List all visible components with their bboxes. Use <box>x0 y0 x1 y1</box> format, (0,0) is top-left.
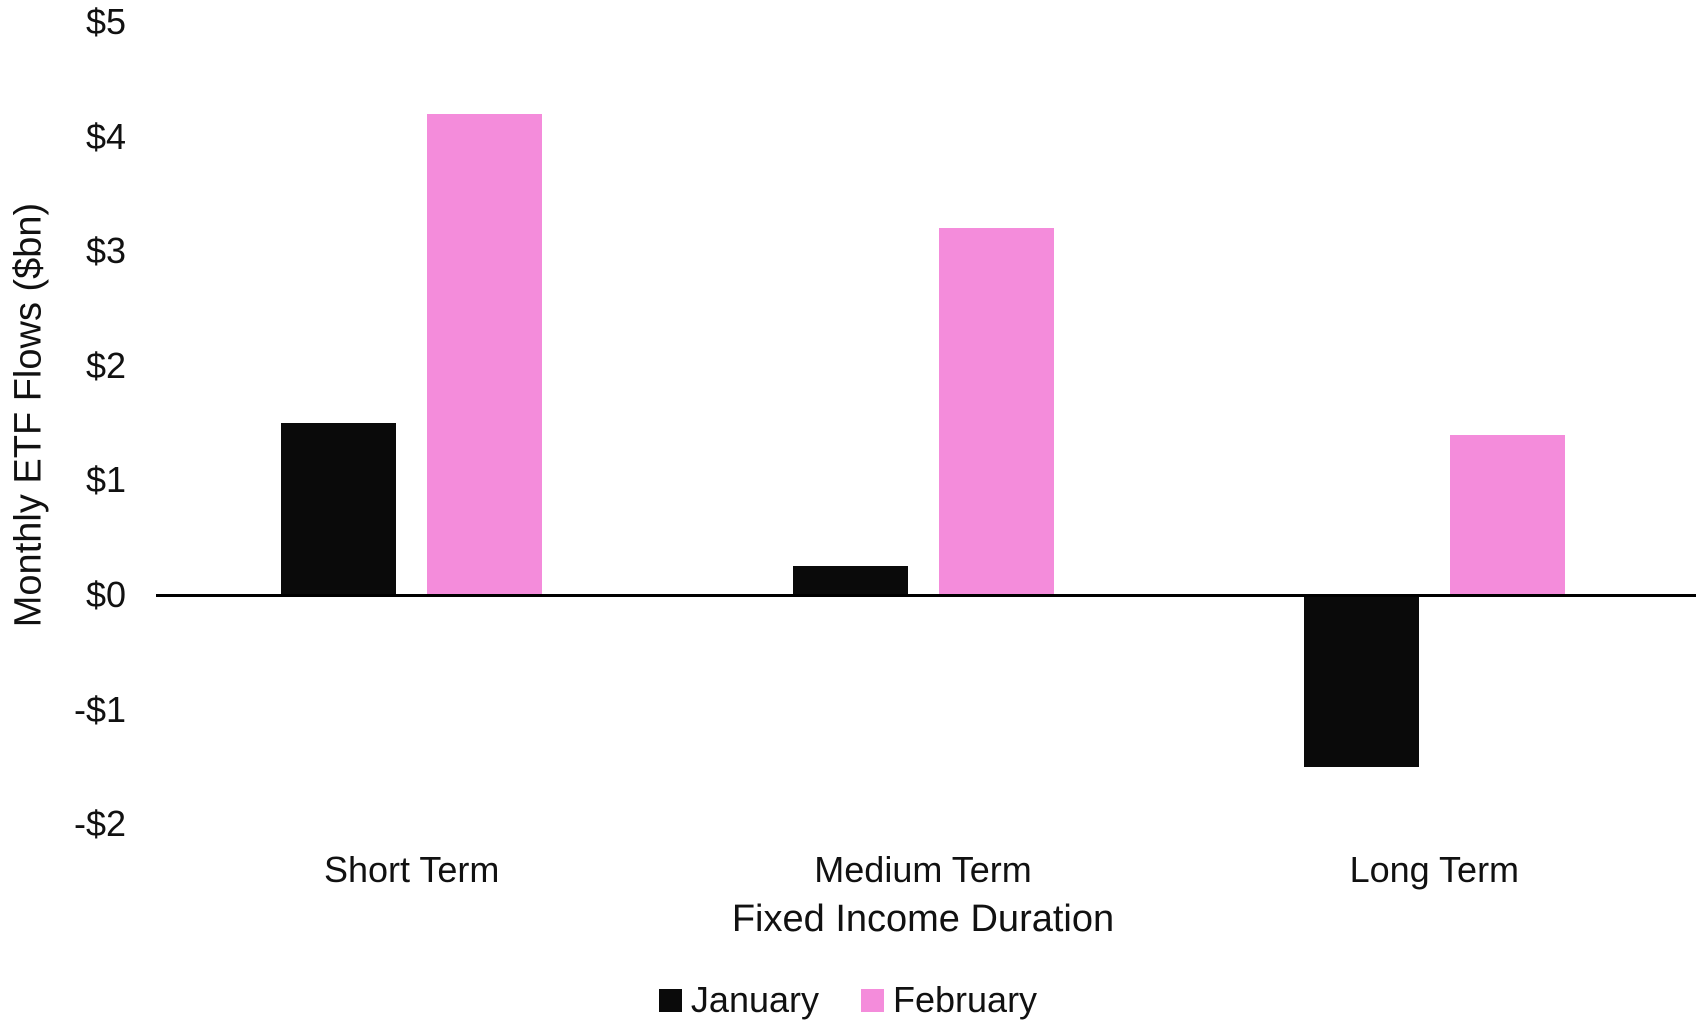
y-tick-label-0: $0 <box>85 574 126 615</box>
bar-january-medium-term <box>792 566 908 594</box>
legend-label-february: February <box>893 979 1038 1020</box>
legend-swatch-february <box>861 988 884 1012</box>
bar-january-short-term <box>281 423 397 594</box>
y-tick-label--2: -$2 <box>73 803 126 845</box>
legend-item-february: February <box>861 979 1037 1020</box>
legend-label-january: January <box>690 979 819 1020</box>
legend-swatch-january <box>658 988 682 1012</box>
y-tick-label-4: $4 <box>85 115 126 157</box>
x-category-label-medium-term: Medium Term <box>814 849 1032 890</box>
legend-item-january: January <box>658 979 819 1020</box>
bar-january-long-term <box>1303 597 1419 767</box>
bar-february-medium-term <box>938 228 1054 594</box>
y-tick-label-1: $1 <box>85 459 126 501</box>
y-tick-label--1: -$1 <box>73 688 126 730</box>
y-tick-label-5: $5 <box>85 1 126 42</box>
x-axis-baseline <box>156 594 1696 597</box>
legend: January February <box>0 978 1696 1020</box>
bar-february-short-term <box>427 113 543 594</box>
y-tick-label-3: $3 <box>85 230 126 272</box>
x-category-label-short-term: Short Term <box>323 849 500 890</box>
y-tick-label-2: $2 <box>85 344 126 386</box>
x-category-label-long-term: Long Term <box>1349 849 1520 890</box>
x-axis-title: Fixed Income Duration <box>731 898 1115 940</box>
bar-february-long-term <box>1449 434 1565 594</box>
